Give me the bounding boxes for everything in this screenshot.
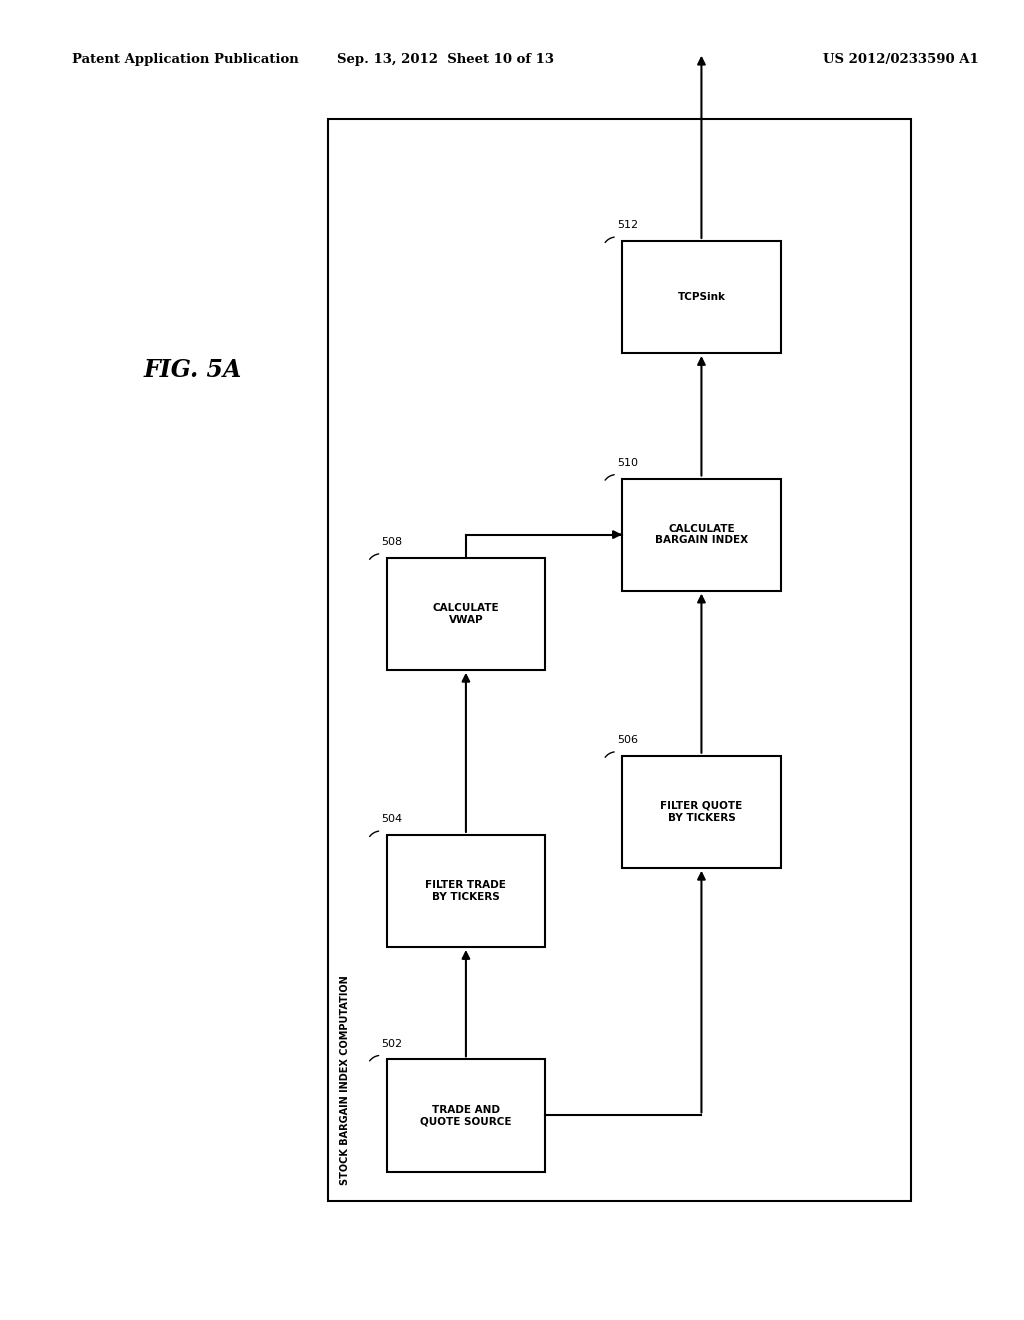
Bar (623, 755, 781, 869)
Text: FILTER QUOTE
BY TICKERS: FILTER QUOTE BY TICKERS (660, 801, 742, 822)
Bar (623, 240, 781, 352)
Text: 510: 510 (616, 458, 638, 469)
Text: 502: 502 (381, 1039, 402, 1048)
Text: 506: 506 (616, 735, 638, 744)
Text: Patent Application Publication: Patent Application Publication (72, 53, 298, 66)
Bar (328, 119, 911, 1201)
Text: 504: 504 (381, 814, 402, 824)
Text: Sep. 13, 2012  Sheet 10 of 13: Sep. 13, 2012 Sheet 10 of 13 (337, 53, 554, 66)
Text: 512: 512 (616, 220, 638, 230)
Text: FIG. 5A: FIG. 5A (143, 358, 242, 381)
Bar (387, 557, 545, 671)
Text: 508: 508 (381, 537, 402, 546)
Text: STOCK BARGAIN INDEX COMPUTATION: STOCK BARGAIN INDEX COMPUTATION (340, 975, 350, 1185)
Text: TRADE AND
QUOTE SOURCE: TRADE AND QUOTE SOURCE (420, 1105, 512, 1126)
Text: TCPSink: TCPSink (678, 292, 725, 302)
Text: FILTER TRADE
BY TICKERS: FILTER TRADE BY TICKERS (426, 880, 506, 902)
Text: CALCULATE
VWAP: CALCULATE VWAP (432, 603, 500, 624)
Text: CALCULATE
BARGAIN INDEX: CALCULATE BARGAIN INDEX (655, 524, 748, 545)
Bar (387, 1059, 545, 1172)
Text: US 2012/0233590 A1: US 2012/0233590 A1 (823, 53, 979, 66)
Bar (387, 834, 545, 948)
Bar (623, 479, 781, 591)
